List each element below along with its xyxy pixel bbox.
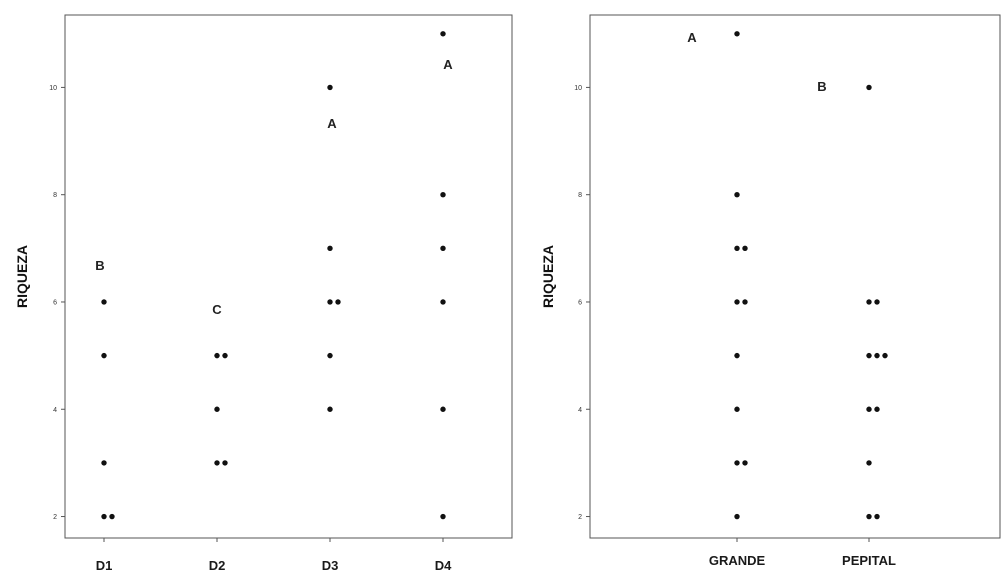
data-point [327, 352, 333, 359]
data-point [866, 460, 872, 466]
data-point [874, 299, 880, 305]
x-tick-label: D3 [322, 558, 339, 573]
y-tick-label: 8 [53, 192, 57, 199]
data-point [440, 513, 446, 520]
panel-district: 2 4 6 8 10 RIQUEZA D1 D2 D3 D4 B C A A [14, 14, 513, 573]
x-tick-label: PEPITAL [842, 553, 896, 568]
data-point [440, 245, 446, 252]
data-point [866, 352, 872, 359]
data-point [734, 245, 740, 252]
data-point [440, 31, 446, 37]
data-point [222, 460, 228, 466]
y-tick-label: 2 [578, 514, 582, 521]
data-point [222, 352, 228, 359]
data-point [440, 191, 446, 198]
data-point [734, 31, 740, 37]
data-point [874, 513, 880, 520]
y-tick-label: 6 [578, 299, 582, 306]
data-point [742, 245, 748, 252]
x-tick-label: GRANDE [709, 553, 766, 568]
data-point [101, 299, 107, 305]
data-point [109, 513, 115, 520]
data-point [734, 352, 740, 359]
data-point [335, 299, 341, 305]
y-tick-label: 6 [53, 299, 57, 306]
data-point [866, 406, 872, 412]
x-tick-label: D4 [435, 558, 452, 573]
data-point [327, 245, 333, 252]
y-axis-label: RIQUEZA [540, 245, 556, 308]
y-tick-label: 2 [53, 514, 57, 521]
data-point [327, 84, 333, 91]
data-point [327, 299, 333, 305]
data-point [874, 406, 880, 412]
data-point [101, 352, 107, 359]
y-tick-label: 10 [574, 85, 582, 92]
plot-frame [64, 14, 513, 539]
y-tick-label: 8 [578, 192, 582, 199]
plot-frame [589, 14, 1001, 539]
group-letter: A [327, 116, 337, 131]
data-point [734, 299, 740, 305]
data-point [734, 513, 740, 520]
data-point [440, 299, 446, 305]
y-tick-label: 4 [53, 407, 57, 414]
data-point [214, 460, 220, 466]
data-point [734, 191, 740, 198]
group-letter: A [687, 30, 697, 45]
x-tick-label: D2 [209, 558, 226, 573]
y-axis-label: RIQUEZA [14, 245, 30, 308]
data-point [214, 352, 220, 359]
data-point [882, 352, 888, 359]
data-point [866, 513, 872, 520]
data-point [742, 460, 748, 466]
data-point [742, 299, 748, 305]
group-letter: B [95, 258, 104, 273]
data-point [440, 406, 446, 412]
data-point [327, 406, 333, 412]
data-point [866, 84, 872, 91]
group-letter: C [212, 302, 222, 317]
data-point [874, 352, 880, 359]
data-point [734, 460, 740, 466]
data-point [101, 513, 107, 520]
y-tick-label: 4 [578, 407, 582, 414]
y-tick-label: 10 [49, 85, 57, 92]
group-letter: A [443, 57, 453, 72]
data-point [734, 406, 740, 412]
data-point [214, 406, 220, 412]
data-point [101, 460, 107, 466]
x-tick-label: D1 [96, 558, 113, 573]
group-letter: B [817, 79, 826, 94]
panel-site: 2 4 6 8 10 RIQUEZA GRANDE PEPITAL A B [540, 14, 1001, 568]
data-point [866, 299, 872, 305]
